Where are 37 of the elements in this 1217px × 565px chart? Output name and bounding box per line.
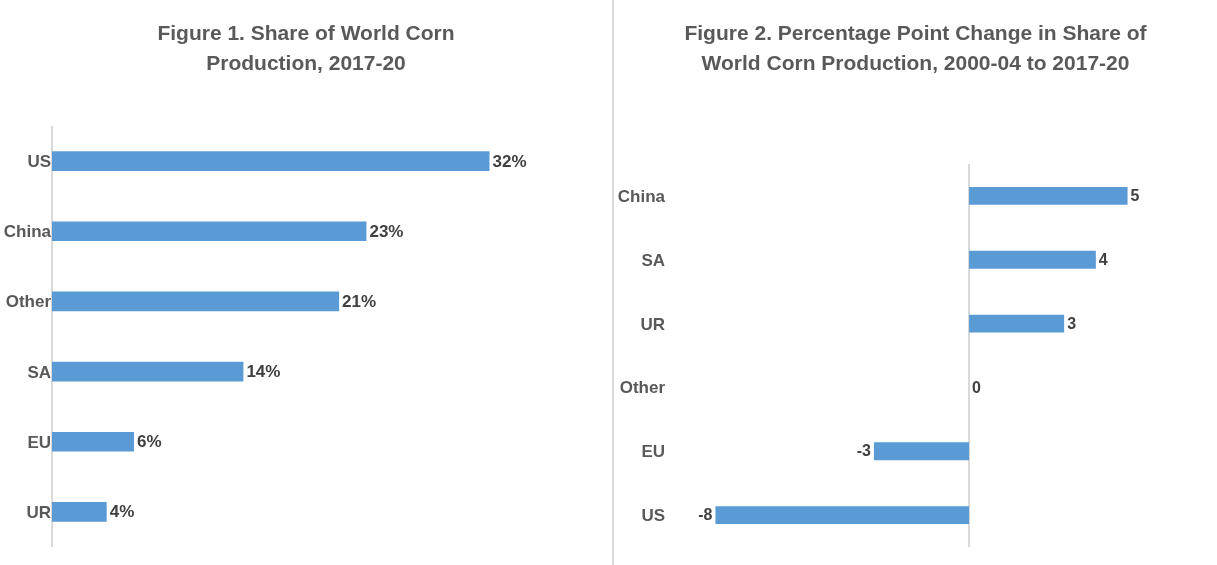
y-tick-label: China bbox=[617, 186, 666, 206]
data-label: 32% bbox=[492, 151, 527, 171]
y-tick-label: Other bbox=[619, 378, 666, 398]
y-tick-label: UR bbox=[26, 502, 51, 522]
y-tick-label: UR bbox=[640, 314, 665, 334]
data-label: 6% bbox=[137, 432, 162, 452]
data-label: 4% bbox=[109, 502, 135, 522]
y-tick-label: US bbox=[27, 152, 51, 172]
bar bbox=[969, 250, 1096, 269]
data-label: 3 bbox=[1067, 314, 1077, 332]
y-tick-label: Other bbox=[5, 292, 52, 312]
bar bbox=[715, 506, 970, 525]
y-tick-label: EU bbox=[641, 442, 665, 462]
data-label: 14% bbox=[246, 362, 281, 382]
data-label: -8 bbox=[698, 506, 713, 524]
bar bbox=[52, 291, 340, 312]
bar bbox=[969, 314, 1065, 333]
y-tick-label: SA bbox=[641, 250, 665, 270]
bar bbox=[52, 361, 244, 382]
data-label: -3 bbox=[856, 442, 872, 460]
bar bbox=[873, 442, 970, 461]
y-tick-label: SA bbox=[27, 362, 51, 382]
bar bbox=[52, 431, 135, 452]
y-tick-label: China bbox=[3, 222, 52, 242]
data-label: 23% bbox=[369, 221, 404, 241]
y-tick-label: EU bbox=[27, 432, 51, 452]
data-label: 21% bbox=[342, 291, 377, 311]
data-label: 4 bbox=[1098, 250, 1108, 268]
bar bbox=[52, 221, 367, 242]
data-label: 5 bbox=[1130, 187, 1140, 205]
chart-title: Figure 2. Percentage Point Change in Share of World Corn Production, 2000-04 to 2017-20 bbox=[683, 20, 1148, 76]
data-label: 0 bbox=[972, 378, 982, 396]
y-tick-label: US bbox=[641, 506, 665, 526]
bar bbox=[969, 186, 1128, 205]
chart-title: Figure 1. Share of World Corn Production, 2017-20 bbox=[156, 20, 456, 76]
bar bbox=[52, 502, 107, 522]
bar bbox=[52, 151, 490, 171]
